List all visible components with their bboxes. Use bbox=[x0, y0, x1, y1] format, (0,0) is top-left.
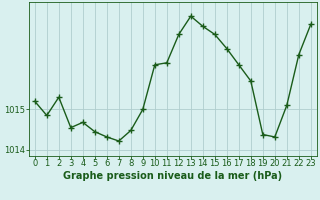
X-axis label: Graphe pression niveau de la mer (hPa): Graphe pression niveau de la mer (hPa) bbox=[63, 171, 282, 181]
